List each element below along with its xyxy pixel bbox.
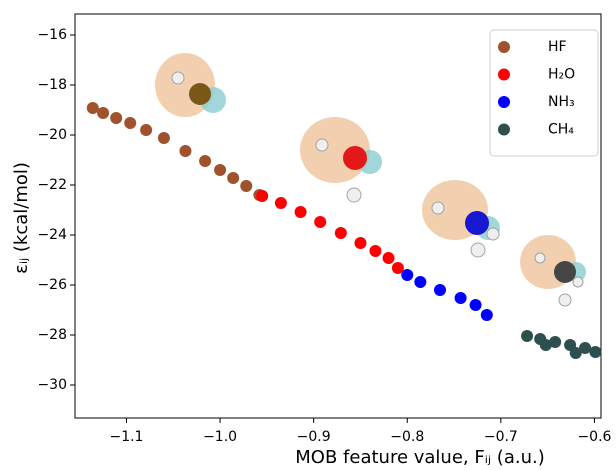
- x-tick-label: −0.9: [297, 429, 331, 445]
- legend-label: NH₃: [548, 94, 575, 110]
- scatter-point: [140, 124, 153, 136]
- x-tick-label: −0.6: [577, 429, 611, 445]
- y-tick-label: −18: [37, 77, 67, 93]
- x-tick-label: −0.7: [484, 429, 518, 445]
- plot-frame: [74, 13, 602, 419]
- scatter-point: [521, 330, 534, 342]
- legend-box: [489, 29, 599, 157]
- scatter-point: [354, 237, 367, 249]
- scatter-point: [434, 284, 447, 296]
- x-tick-label: −1.1: [109, 429, 143, 445]
- scatter-point: [579, 342, 592, 354]
- y-tick-label: −28: [37, 327, 67, 343]
- scatter-point: [369, 245, 382, 257]
- scatter-point: [314, 216, 327, 228]
- scatter-point: [214, 164, 227, 176]
- scatter-point: [414, 276, 427, 288]
- legend-marker: [498, 68, 510, 81]
- legend-marker: [498, 41, 510, 53]
- scatter-point: [110, 112, 123, 124]
- y-tick-label: −16: [37, 27, 67, 43]
- scatter-point: [569, 347, 582, 359]
- scatter-point: [274, 197, 287, 209]
- scatter-point: [382, 252, 395, 264]
- scatter-point: [157, 132, 170, 144]
- scatter-point: [589, 346, 602, 358]
- scatter-point: [334, 227, 347, 239]
- legend-label: CH₄: [548, 122, 574, 138]
- scatter-point: [97, 107, 110, 119]
- y-tick-label: −20: [37, 127, 67, 143]
- scatter-point: [86, 102, 99, 114]
- y-tick-label: −30: [37, 377, 67, 393]
- y-axis-label: εᵢⱼ (kcal/mol): [11, 162, 32, 274]
- scatter-point: [401, 269, 414, 281]
- scatter-point: [124, 117, 137, 129]
- scatter-point: [480, 309, 493, 321]
- scatter-point: [227, 172, 240, 184]
- legend-label: HF: [548, 39, 567, 55]
- y-tick-label: −26: [37, 277, 67, 293]
- y-tick-label: −24: [37, 227, 67, 243]
- scatter-point: [256, 190, 269, 202]
- x-tick-label: −1.0: [203, 429, 237, 445]
- y-tick-label: −22: [37, 177, 67, 193]
- scatter-point: [469, 299, 482, 311]
- scatter-point: [199, 155, 212, 167]
- x-axis-label: MOB feature value, Fᵢⱼ (a.u.): [295, 447, 544, 468]
- x-tick-label: −0.8: [390, 429, 424, 445]
- scatter-point: [391, 262, 404, 274]
- scatter-point: [454, 292, 467, 304]
- molecule-illustrations: [155, 53, 586, 307]
- scatter-point: [240, 180, 253, 192]
- scatter-point: [294, 206, 307, 218]
- scatter-point: [549, 336, 562, 348]
- legend-marker: [498, 123, 510, 136]
- scatter-point: [539, 339, 552, 351]
- legend-label: H₂O: [548, 67, 575, 83]
- legend-marker: [498, 96, 510, 108]
- scatter-point: [179, 145, 192, 157]
